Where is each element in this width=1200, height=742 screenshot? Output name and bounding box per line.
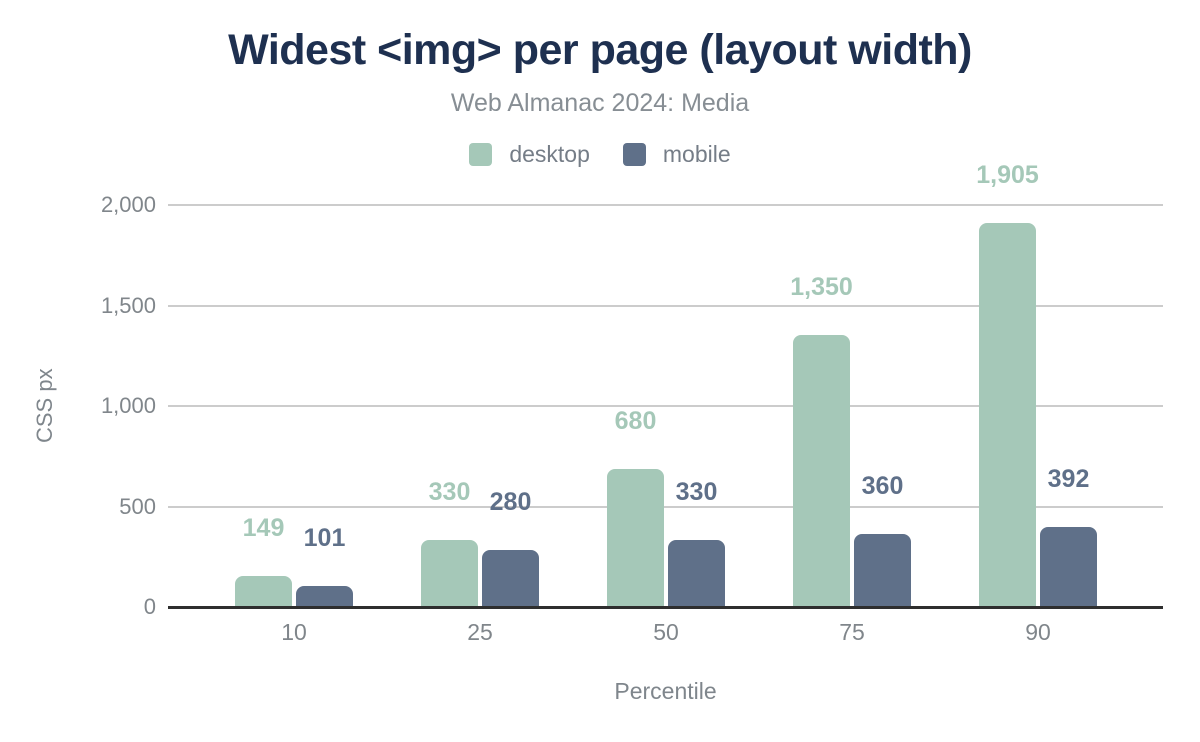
legend-label-desktop: desktop bbox=[509, 141, 590, 167]
y-tick-label-500: 500 bbox=[119, 493, 156, 519]
bar-value-label-desktop-p25: 330 bbox=[428, 478, 471, 506]
legend-item-desktop: desktop bbox=[469, 141, 590, 168]
legend-swatch-mobile bbox=[622, 143, 646, 166]
bar-value-label-desktop-p75: 1,350 bbox=[790, 273, 853, 301]
y-tick-label-1,000: 1,000 bbox=[100, 393, 156, 418]
bar-desktop-p75[interactable] bbox=[793, 335, 850, 606]
bar-desktop-p50[interactable] bbox=[607, 469, 664, 606]
plot-area: 149 330 680 1,350 1,905 101 280 330 360 392 bbox=[168, 163, 1163, 609]
bar-mobile-p10[interactable] bbox=[296, 586, 353, 606]
x-tick-label-10: 10 bbox=[281, 619, 307, 645]
bar-value-label-mobile-p50: 330 bbox=[675, 478, 718, 506]
legend-swatch-desktop bbox=[469, 143, 493, 166]
bar-mobile-p90[interactable] bbox=[1040, 527, 1097, 606]
x-tick-label-90: 90 bbox=[1025, 619, 1051, 645]
x-axis-line bbox=[168, 606, 1163, 609]
gridline-1,000 bbox=[168, 405, 1163, 407]
x-axis-title: Percentile bbox=[614, 678, 717, 704]
gridline-2,000 bbox=[168, 204, 1163, 206]
x-tick-label-50: 50 bbox=[653, 619, 679, 645]
bar-value-label-desktop-p90: 1,905 bbox=[976, 161, 1039, 189]
bar-mobile-p50[interactable] bbox=[668, 540, 725, 606]
bar-value-label-mobile-p75: 360 bbox=[861, 472, 904, 500]
legend: desktop mobile bbox=[0, 141, 1200, 168]
y-tick-label-1,500: 1,500 bbox=[100, 292, 156, 318]
gridline-500 bbox=[168, 505, 1163, 508]
bar-desktop-p25[interactable] bbox=[421, 540, 478, 606]
bar-value-label-mobile-p90: 392 bbox=[1047, 465, 1090, 493]
y-tick-label-0: 0 bbox=[143, 594, 156, 619]
bar-desktop-p10[interactable] bbox=[235, 576, 292, 606]
x-tick-label-25: 25 bbox=[467, 619, 493, 645]
y-tick-label-2,000: 2,000 bbox=[100, 192, 156, 217]
bar-value-label-mobile-p25: 280 bbox=[489, 488, 532, 516]
bar-mobile-p25[interactable] bbox=[482, 550, 539, 606]
bar-desktop-p90[interactable] bbox=[979, 223, 1036, 606]
bar-mobile-p75[interactable] bbox=[854, 534, 911, 606]
legend-item-mobile: mobile bbox=[622, 141, 731, 168]
gridline-1,500 bbox=[168, 304, 1163, 307]
legend-label-mobile: mobile bbox=[662, 141, 731, 167]
bar-value-label-mobile-p10: 101 bbox=[303, 524, 346, 552]
chart-subtitle: Web Almanac 2024: Media bbox=[450, 89, 750, 117]
bar-value-label-desktop-p50: 680 bbox=[614, 407, 657, 435]
bar-value-label-desktop-p10: 149 bbox=[242, 514, 285, 542]
chart-title: Widest <img> per page (layout width) bbox=[228, 26, 972, 74]
x-tick-label-75: 75 bbox=[839, 619, 865, 645]
